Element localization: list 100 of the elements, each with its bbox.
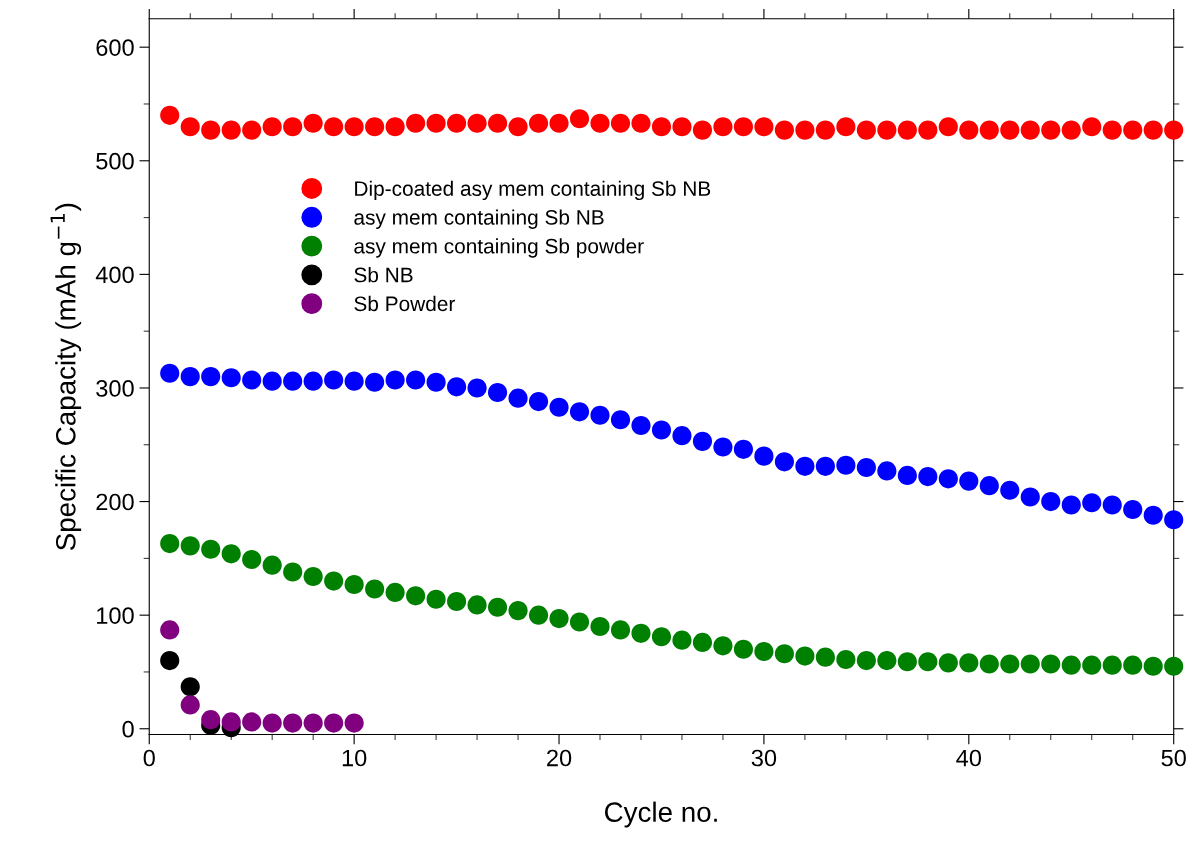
point <box>180 695 200 715</box>
point <box>672 630 692 650</box>
point <box>324 571 344 591</box>
point <box>201 367 221 387</box>
point <box>610 113 631 133</box>
point <box>242 712 262 732</box>
point <box>918 120 938 140</box>
point <box>528 113 549 133</box>
point <box>1143 505 1163 525</box>
x-tick-label: 30 <box>751 749 777 767</box>
point <box>447 113 467 133</box>
point <box>508 117 528 137</box>
point <box>918 467 938 487</box>
point <box>180 117 200 137</box>
point <box>856 457 876 478</box>
point <box>815 120 835 140</box>
point <box>938 469 958 489</box>
point <box>979 120 999 140</box>
point <box>1041 654 1061 674</box>
point <box>1143 120 1163 140</box>
point <box>1000 120 1020 140</box>
point <box>303 566 323 587</box>
point <box>487 113 508 133</box>
point <box>549 113 569 133</box>
x-tick-label: 10 <box>342 749 367 767</box>
point <box>774 452 794 472</box>
point <box>242 549 262 570</box>
point <box>795 646 815 666</box>
point <box>385 582 405 603</box>
point <box>303 113 323 133</box>
point <box>160 534 180 554</box>
point <box>897 652 917 672</box>
y-axis-title: Specific Capacity (mAh g$^{−1}$) <box>50 203 82 551</box>
point <box>938 653 958 673</box>
point <box>1102 120 1122 140</box>
point <box>283 117 303 137</box>
point <box>713 437 733 457</box>
point <box>221 712 241 732</box>
point <box>569 402 590 422</box>
point <box>487 597 508 617</box>
point <box>631 113 651 133</box>
point <box>733 439 753 459</box>
point <box>713 636 733 656</box>
legend-label: asy mem containing Sb powder <box>354 238 644 258</box>
point <box>1102 495 1122 515</box>
legend-label: Sb NB <box>354 267 413 283</box>
point <box>508 601 528 621</box>
point <box>795 456 815 476</box>
point <box>508 388 528 408</box>
point <box>344 117 364 137</box>
point <box>1102 655 1122 675</box>
point <box>754 117 774 137</box>
y-tick-label: 600 <box>96 39 134 56</box>
point <box>385 370 405 390</box>
x-tick-label: 0 <box>143 749 155 767</box>
point <box>590 113 610 133</box>
point <box>160 105 180 125</box>
point <box>836 649 856 670</box>
point <box>467 113 487 133</box>
point <box>365 372 385 392</box>
point <box>385 117 405 137</box>
point <box>692 431 713 451</box>
point <box>836 117 856 137</box>
point <box>672 426 692 446</box>
point <box>569 612 590 632</box>
point <box>1123 120 1143 140</box>
point <box>180 536 200 556</box>
point <box>815 456 835 476</box>
point <box>365 579 385 599</box>
point <box>1020 654 1040 674</box>
point <box>610 620 631 640</box>
point <box>365 117 385 137</box>
point <box>692 120 713 140</box>
point <box>406 370 426 390</box>
point <box>201 120 221 140</box>
point <box>180 367 200 387</box>
point <box>1061 120 1081 140</box>
point <box>549 609 569 629</box>
point <box>651 627 672 647</box>
point <box>262 555 282 575</box>
point <box>528 392 549 412</box>
point <box>1123 499 1143 520</box>
point <box>1164 510 1184 530</box>
point <box>283 562 303 582</box>
point <box>160 363 180 383</box>
point <box>1164 656 1184 676</box>
point <box>406 586 426 606</box>
point <box>426 589 446 609</box>
y-tick-label: 500 <box>96 152 134 170</box>
point <box>283 371 303 391</box>
point <box>303 713 323 733</box>
point <box>201 539 221 559</box>
point <box>836 455 856 475</box>
y-tick-label: 100 <box>97 607 134 624</box>
point <box>242 370 262 390</box>
point <box>918 652 938 672</box>
point <box>344 713 364 733</box>
point <box>160 620 180 640</box>
point <box>877 461 897 481</box>
point <box>856 651 876 671</box>
